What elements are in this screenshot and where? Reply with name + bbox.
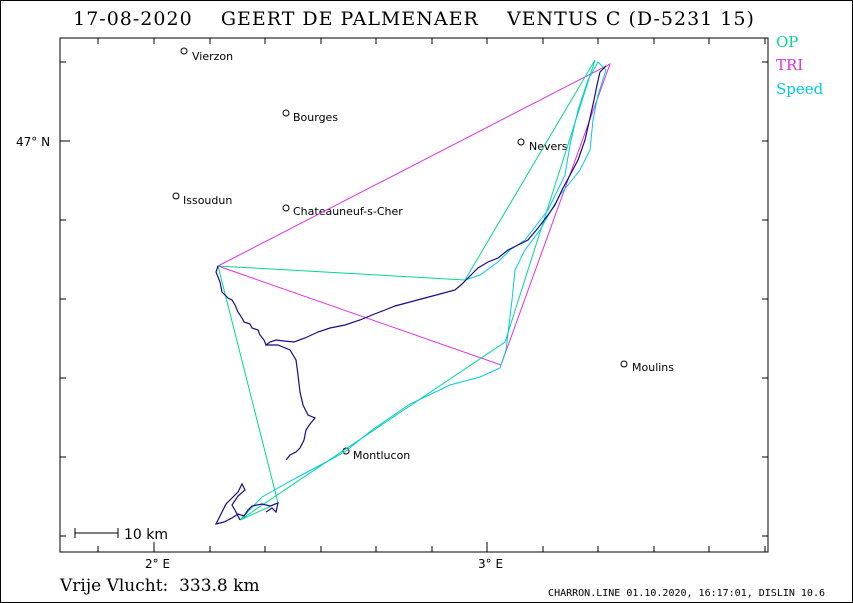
- flight-track-landing: [214, 482, 279, 525]
- free-flight-distance: Vrije Vlucht: 333.8 km: [60, 576, 260, 596]
- city-bourges: Bourges: [282, 109, 338, 124]
- scale-bar: 10 km: [74, 527, 168, 543]
- city-moulins: Moulins: [620, 360, 674, 374]
- legend-op: OP: [776, 33, 799, 51]
- lat-label-47n: 47° N: [16, 135, 50, 149]
- city-nevers: Nevers: [517, 138, 568, 153]
- speed-route: [239, 61, 607, 521]
- flight-track-leg2: [266, 344, 316, 461]
- city-chateauneuf: Chateauneuf-s-Cher: [282, 204, 403, 218]
- credits: CHARRON.LINE 01.10.2020, 16:17:01, DISLI…: [548, 588, 825, 599]
- lat-ticks: [60, 61, 768, 537]
- lon-label-2e: 2° E: [145, 557, 170, 571]
- city-label: Montlucon: [353, 449, 410, 462]
- city-vierzon: Vierzon: [180, 47, 233, 63]
- scale-bar-label: 10 km: [124, 527, 168, 543]
- page-title: 17-08-2020 GEERT DE PALMENAER VENTUS C (…: [73, 8, 755, 30]
- lon-ticks: [97, 38, 766, 552]
- legend-tri: TRI: [776, 56, 804, 74]
- city-label: Issoudun: [183, 194, 232, 207]
- tri-route: [216, 62, 611, 366]
- lon-label-3e: 3° E: [478, 557, 503, 571]
- city-label: Bourges: [293, 111, 338, 124]
- map-frame: [59, 37, 769, 553]
- city-montlucon: Montlucon: [342, 447, 410, 462]
- city-label: Moulins: [632, 361, 674, 374]
- city-issoudun: Issoudun: [172, 192, 232, 207]
- legend-speed: Speed: [776, 80, 824, 98]
- flight-track-leg1: [215, 65, 607, 346]
- city-label: Chateauneuf-s-Cher: [293, 205, 403, 218]
- city-label: Nevers: [529, 140, 568, 153]
- city-label: Vierzon: [192, 50, 233, 63]
